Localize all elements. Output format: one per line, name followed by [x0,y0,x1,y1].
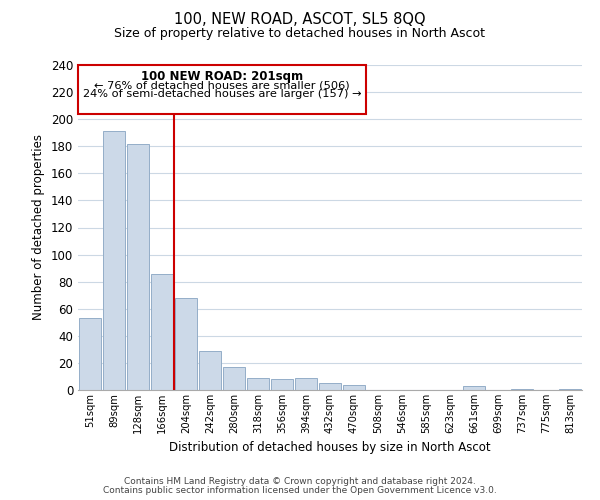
Bar [175,298,197,390]
Y-axis label: Number of detached properties: Number of detached properties [32,134,45,320]
Bar [199,350,221,390]
Bar [151,274,173,390]
Bar [103,132,125,390]
Bar [79,318,101,390]
X-axis label: Distribution of detached houses by size in North Ascot: Distribution of detached houses by size … [169,442,491,454]
Bar [127,144,149,390]
Text: Contains public sector information licensed under the Open Government Licence v3: Contains public sector information licen… [103,486,497,495]
Bar [463,386,485,390]
Text: 100 NEW ROAD: 201sqm: 100 NEW ROAD: 201sqm [141,70,303,82]
Bar [511,388,533,390]
Text: ← 76% of detached houses are smaller (506): ← 76% of detached houses are smaller (50… [94,80,350,90]
Text: Size of property relative to detached houses in North Ascot: Size of property relative to detached ho… [115,28,485,40]
Bar [295,378,317,390]
Text: 100, NEW ROAD, ASCOT, SL5 8QQ: 100, NEW ROAD, ASCOT, SL5 8QQ [174,12,426,28]
Bar [319,383,341,390]
Bar [343,384,365,390]
Text: 24% of semi-detached houses are larger (157) →: 24% of semi-detached houses are larger (… [83,90,361,100]
FancyBboxPatch shape [78,65,366,114]
Bar [559,388,581,390]
Text: Contains HM Land Registry data © Crown copyright and database right 2024.: Contains HM Land Registry data © Crown c… [124,477,476,486]
Bar [247,378,269,390]
Bar [223,367,245,390]
Bar [271,379,293,390]
